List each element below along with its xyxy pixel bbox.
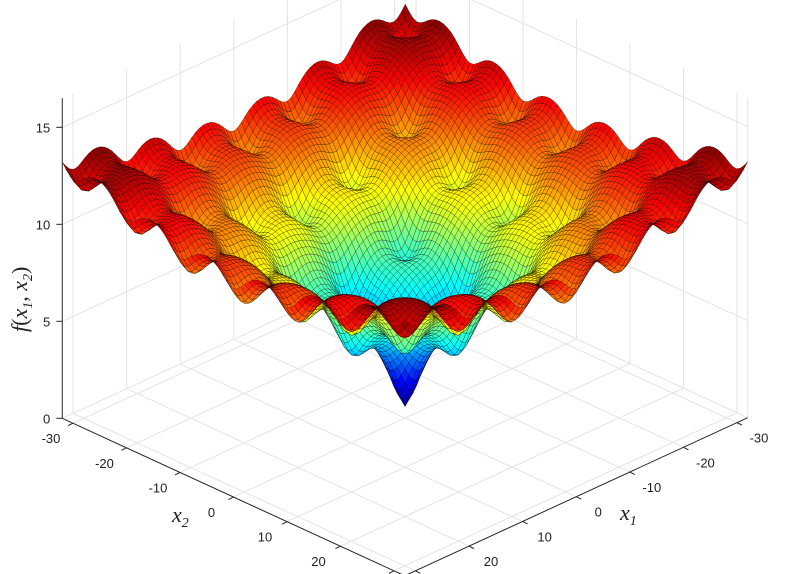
ackley-surface <box>62 3 748 407</box>
x2-tick-mark <box>388 570 395 574</box>
x1-tick-mark <box>629 471 636 475</box>
floor-gridline <box>286 363 631 523</box>
floor-gridline <box>340 387 684 547</box>
floor-gridline <box>126 388 470 547</box>
x1-tick-mark <box>522 520 528 525</box>
x1-tick-mark <box>415 570 421 574</box>
wall-gridline <box>471 0 748 128</box>
x1-tick-mark <box>468 545 475 550</box>
x1-tick-mark <box>683 446 689 451</box>
x2-tick-mark <box>67 422 74 427</box>
x2-tick-mark <box>335 545 341 550</box>
x1-tick-mark <box>575 496 582 500</box>
x2-tick-mark <box>281 521 288 525</box>
floor-gridline <box>179 363 523 522</box>
floor-gridline <box>72 412 416 572</box>
floor-gridline <box>233 338 577 498</box>
floor-gridline <box>393 412 738 572</box>
x2-tick-mark <box>228 496 234 500</box>
x1-tick-mark <box>736 422 743 426</box>
x2-tick-mark <box>121 447 127 451</box>
x1-axis-line <box>407 417 748 574</box>
x2-tick-mark <box>174 471 181 476</box>
wall-gridline <box>62 0 340 128</box>
